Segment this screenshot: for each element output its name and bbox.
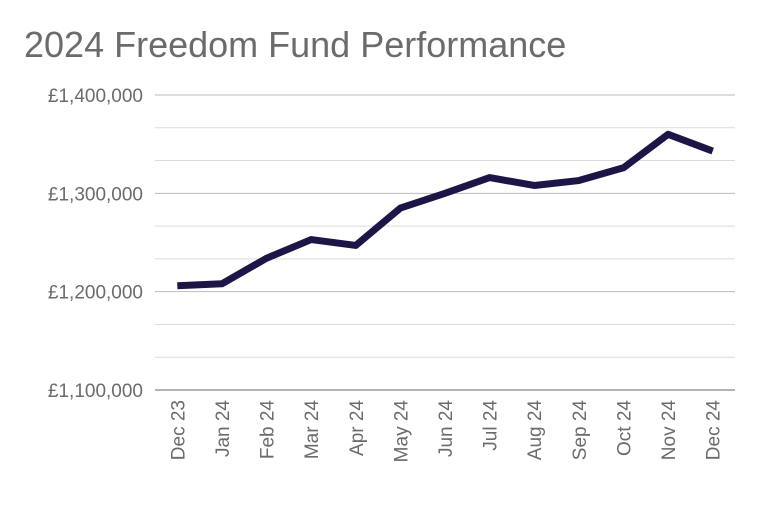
- series: [177, 130, 714, 290]
- y-tick-label: £1,200,000: [48, 283, 143, 304]
- x-tick-label: Jul 24: [481, 400, 502, 451]
- x-axis: Dec 23 Jan 24 Feb 24 Mar 24 Apr 24 May 24 Jun …: [168, 400, 724, 463]
- x-tick-label: May 24: [391, 400, 412, 463]
- x-tick-label: Feb 24: [258, 400, 279, 460]
- x-tick-label: Apr 24: [347, 400, 368, 456]
- x-tick-label: Sep 24: [570, 400, 591, 461]
- x-tick-label: Jun 24: [436, 400, 457, 457]
- x-tick-label: Jan 24: [213, 400, 234, 457]
- x-tick-label: Dec 23: [168, 400, 189, 460]
- x-tick-label: Oct 24: [614, 400, 635, 456]
- gridlines: [155, 94, 735, 391]
- x-tick-label: Nov 24: [659, 400, 680, 461]
- x-tick-label: Dec 24: [704, 400, 725, 461]
- chart-title: 2024 Freedom Fund Performance: [24, 24, 566, 65]
- y-tick-label: £1,300,000: [48, 184, 143, 205]
- y-tick-label: £1,100,000: [48, 381, 143, 402]
- y-axis: £1,100,000 £1,200,000 £1,300,000 £1,400,000: [48, 86, 143, 402]
- y-tick-label: £1,400,000: [48, 86, 143, 107]
- series-line: [177, 130, 714, 290]
- x-tick-label: Aug 24: [525, 400, 546, 461]
- x-tick-label: Mar 24: [302, 400, 323, 460]
